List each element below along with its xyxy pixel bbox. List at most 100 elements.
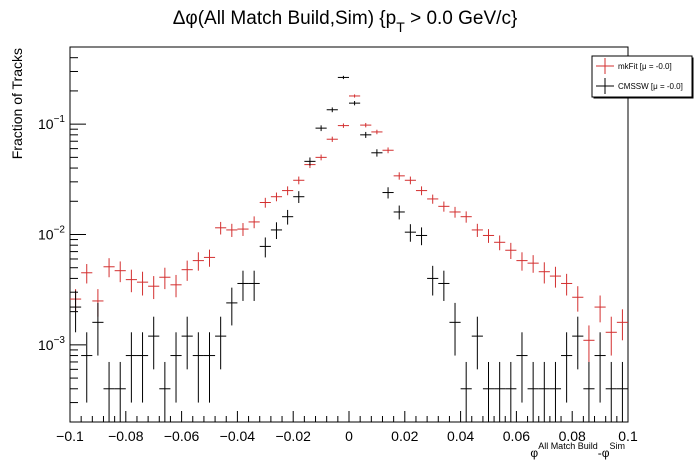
data-point: [170, 274, 182, 298]
data-point: [248, 216, 260, 229]
data-point: [516, 252, 528, 271]
data-point: [516, 332, 528, 403]
data-point: [148, 316, 160, 370]
data-point: [527, 361, 539, 422]
y-tick-label-exponent: −3: [54, 335, 66, 346]
data-point: [360, 131, 372, 138]
data-point: [572, 286, 584, 312]
chart-title-main: Δφ(All Match Build,Sim) {p: [173, 8, 397, 29]
data-point: [125, 332, 137, 403]
data-point: [583, 361, 595, 422]
legend-entry-label: CMSSW [μ = -0.0]: [618, 82, 683, 91]
data-point: [415, 227, 428, 246]
y-tick-label: 10−1: [38, 114, 65, 132]
legend-shadow: [692, 57, 694, 99]
legend: mkFit [μ = -0.0] CMSSW [μ = -0.0]: [591, 55, 694, 99]
x-axis-label-base1: φ: [530, 446, 538, 460]
x-tick-label: 0.08: [559, 428, 586, 444]
chart-title-rest: > 0.0 GeV/c}: [405, 8, 518, 29]
data-point: [583, 325, 595, 362]
data-point: [304, 157, 316, 166]
data-point: [70, 290, 82, 333]
data-point: [404, 224, 416, 242]
y-tick-label-exponent: −1: [54, 114, 66, 125]
data-point: [159, 267, 171, 290]
data-point: [594, 295, 606, 323]
data-point: [293, 191, 305, 203]
data-point: [337, 75, 349, 80]
data-point: [527, 255, 539, 273]
axis-ticks: −0.1 −0.08 −0.06 −0.04 −0.02 0 0.02 0.04 0.06 0.0…: [38, 46, 638, 444]
data-point: [349, 94, 361, 98]
data-point: [81, 332, 93, 403]
data-point: [337, 123, 349, 128]
data-point: [192, 332, 204, 403]
data-point: [103, 361, 115, 422]
data-point: [81, 264, 93, 284]
data-point: [203, 332, 216, 403]
data-point: [561, 332, 573, 403]
x-tick-label: −0.04: [220, 428, 256, 444]
x-axis-label-sep: -φ: [598, 446, 610, 460]
data-point: [549, 361, 562, 422]
x-tick-label: 0.02: [391, 428, 418, 444]
data-series: [70, 75, 628, 422]
y-tick-label: 10−2: [38, 225, 65, 243]
data-point: [181, 316, 193, 370]
data-point: [237, 223, 249, 236]
data-point: [270, 222, 283, 240]
data-point: [349, 101, 361, 106]
data-point: [561, 273, 573, 296]
y-tick-label-base: 10: [38, 337, 54, 353]
data-point: [215, 316, 227, 370]
x-axis-label-sup2: Sim: [610, 441, 626, 451]
data-point: [549, 266, 562, 288]
data-point: [371, 129, 383, 135]
data-point: [572, 316, 584, 370]
data-point: [226, 287, 238, 326]
data-point: [427, 194, 439, 204]
data-point: [393, 172, 405, 180]
chart-title: Δφ(All Match Build,Sim) {pT > 0.0 GeV/c}: [173, 8, 518, 35]
y-axis-label: Fraction of Tracks: [9, 48, 25, 159]
data-point: [449, 302, 461, 356]
y-tick-label: 10−3: [38, 335, 65, 353]
data-point: [594, 332, 606, 403]
data-point: [460, 211, 472, 223]
data-point: [215, 221, 227, 235]
series-0: [70, 94, 628, 362]
data-point: [482, 361, 495, 422]
legend-box: [591, 55, 693, 98]
legend-entry-label: mkFit [μ = -0.0]: [618, 62, 672, 71]
y-tick-label-base: 10: [38, 116, 54, 132]
data-point: [192, 252, 204, 271]
data-point: [538, 262, 550, 284]
x-tick-label: 0: [345, 428, 353, 444]
data-point: [471, 223, 483, 237]
data-point: [449, 206, 461, 218]
data-point: [159, 361, 171, 422]
x-axis-label: φAll Match Build-φSim: [530, 441, 625, 460]
x-tick-label: −0.1: [56, 428, 84, 444]
x-tick-label: −0.02: [275, 428, 311, 444]
data-point: [148, 276, 160, 300]
data-point: [404, 176, 416, 185]
data-point: [103, 258, 115, 278]
data-point: [505, 361, 517, 422]
data-point: [92, 302, 104, 356]
data-point: [259, 197, 271, 208]
data-point: [315, 125, 327, 132]
data-point: [315, 154, 327, 161]
data-point: [393, 205, 405, 220]
data-point: [136, 332, 149, 403]
data-point: [114, 361, 126, 422]
x-tick-label: −0.08: [108, 428, 144, 444]
data-point: [382, 187, 394, 199]
data-point: [282, 209, 294, 225]
data-point: [203, 249, 216, 267]
x-tick-label: 0.04: [447, 428, 474, 444]
legend-shadow: [593, 97, 694, 99]
data-point: [270, 192, 283, 202]
x-tick-label: 0.1: [618, 428, 638, 444]
